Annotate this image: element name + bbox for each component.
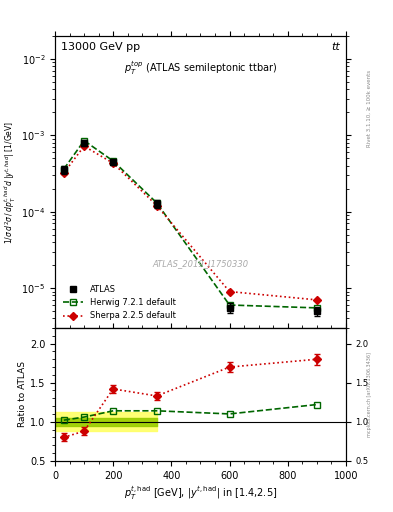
- Text: 13000 GeV pp: 13000 GeV pp: [61, 41, 140, 52]
- Y-axis label: $1/\sigma\,d^2\sigma\,/\,dp_T^{t,had}\,d\,|y^{t,had}|$ [1/GeV]: $1/\sigma\,d^2\sigma\,/\,dp_T^{t,had}\,d…: [3, 120, 18, 244]
- Text: Rivet 3.1.10, ≥ 100k events: Rivet 3.1.10, ≥ 100k events: [367, 70, 372, 147]
- Text: $p_T^{top}$ (ATLAS semileptonic ttbar): $p_T^{top}$ (ATLAS semileptonic ttbar): [124, 59, 277, 77]
- Text: ATLAS_2019_I1750330: ATLAS_2019_I1750330: [152, 259, 248, 268]
- X-axis label: $p_T^{t,\mathrm{had}}$ [GeV], $|y^{t,\mathrm{had}}|$ in [1.4,2.5]: $p_T^{t,\mathrm{had}}$ [GeV], $|y^{t,\ma…: [124, 485, 277, 502]
- Y-axis label: Ratio to ATLAS: Ratio to ATLAS: [18, 361, 27, 428]
- Legend: ATLAS, Herwig 7.2.1 default, Sherpa 2.2.5 default: ATLAS, Herwig 7.2.1 default, Sherpa 2.2.…: [59, 282, 179, 324]
- Text: mcplots.cern.ch [arXiv:1306.3436]: mcplots.cern.ch [arXiv:1306.3436]: [367, 352, 372, 437]
- Text: tt: tt: [331, 41, 340, 52]
